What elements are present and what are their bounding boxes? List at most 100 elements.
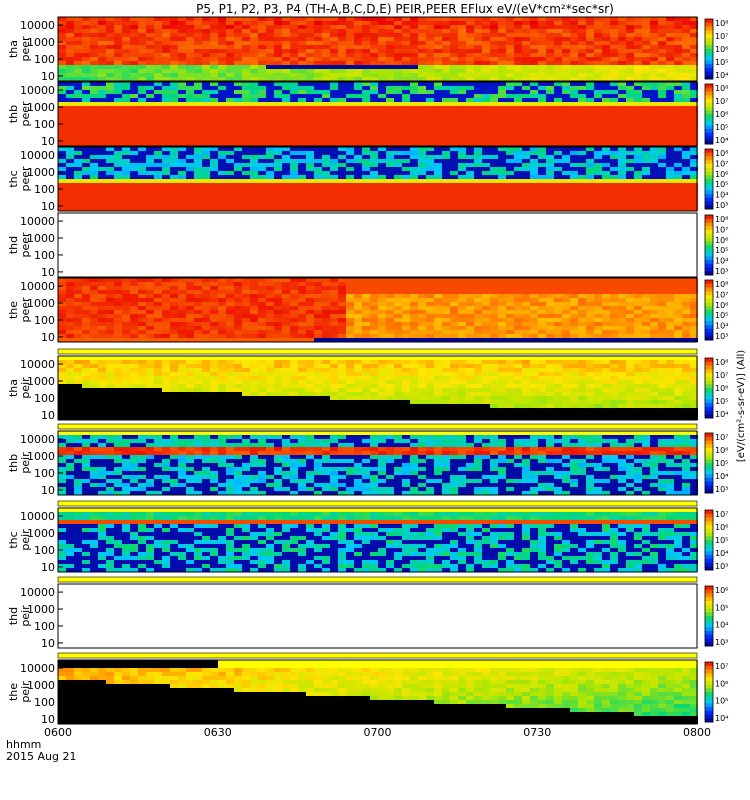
heatmap-cell: [362, 191, 370, 195]
heatmap-cell: [194, 179, 202, 183]
heatmap-cell: [426, 73, 434, 77]
heatmap-cell: [666, 147, 674, 151]
heatmap-cell: [370, 130, 378, 134]
heatmap-cell: [210, 17, 218, 21]
heatmap-cell: [362, 90, 370, 94]
heatmap-cell: [442, 286, 450, 290]
heatmap-cell: [394, 142, 402, 146]
heatmap-cell: [202, 21, 210, 25]
heatmap-cell: [690, 49, 698, 53]
heatmap-cell: [394, 334, 402, 338]
heatmap-cell: [554, 183, 562, 187]
heatmap-cell: [338, 37, 346, 41]
heatmap-cell: [98, 167, 106, 171]
heatmap-cell: [674, 199, 682, 203]
heatmap-cell: [66, 147, 74, 151]
heatmap-cell: [210, 77, 218, 81]
heatmap-cell: [602, 102, 610, 106]
heatmap-cell: [338, 61, 346, 65]
heatmap-cell: [226, 25, 234, 29]
heatmap-cell: [274, 163, 282, 167]
heatmap-cell: [210, 94, 218, 98]
heatmap-cell: [210, 90, 218, 94]
heatmap-cell: [426, 98, 434, 102]
heatmap-cell: [626, 73, 634, 77]
heatmap-cell: [594, 203, 602, 207]
heatmap-cell: [386, 175, 394, 179]
heatmap-cell: [146, 98, 154, 102]
heatmap-cell: [346, 33, 354, 37]
heatmap-cell: [546, 306, 554, 310]
heatmap-cell: [258, 86, 266, 90]
panel-heatmap-cells: [58, 147, 698, 211]
heatmap-cell: [458, 41, 466, 45]
heatmap-cell: [474, 314, 482, 318]
heatmap-cell: [506, 294, 514, 298]
heatmap-cell: [490, 82, 498, 86]
heatmap-cell: [434, 138, 442, 142]
heatmap-cell: [538, 207, 546, 211]
heatmap-cell: [666, 179, 674, 183]
heatmap-cell: [66, 25, 74, 29]
heatmap-cell: [306, 290, 314, 294]
heatmap-cell: [346, 77, 354, 81]
heatmap-cell: [474, 199, 482, 203]
heatmap-cell: [82, 155, 90, 159]
heatmap-cell: [434, 334, 442, 338]
heatmap-cell: [370, 171, 378, 175]
heatmap-cell: [290, 130, 298, 134]
heatmap-cell: [442, 17, 450, 21]
heatmap-cell: [274, 69, 282, 73]
heatmap-cell: [194, 298, 202, 302]
heatmap-cell: [298, 278, 306, 282]
heatmap-cell: [210, 322, 218, 326]
heatmap-cell: [634, 151, 642, 155]
heatmap-cell: [522, 118, 530, 122]
heatmap-cell: [162, 61, 170, 65]
heatmap-cell: [586, 134, 594, 138]
heatmap-cell: [298, 330, 306, 334]
heatmap-cell: [426, 126, 434, 130]
heatmap-cell: [458, 77, 466, 81]
heatmap-cell: [602, 65, 610, 69]
heatmap-cell: [202, 290, 210, 294]
heatmap-cell: [98, 155, 106, 159]
heatmap-cell: [266, 183, 274, 187]
heatmap-cell: [346, 17, 354, 21]
heatmap-cell: [122, 290, 130, 294]
heatmap-cell: [122, 69, 130, 73]
heatmap-cell: [90, 21, 98, 25]
heatmap-cell: [554, 102, 562, 106]
heatmap-cell: [386, 282, 394, 286]
heatmap-cell: [306, 21, 314, 25]
heatmap-cell: [554, 37, 562, 41]
heatmap-cell: [378, 151, 386, 155]
heatmap-cell: [322, 82, 330, 86]
heatmap-cell: [114, 286, 122, 290]
heatmap-cell: [682, 142, 690, 146]
heatmap-cell: [426, 110, 434, 114]
heatmap-cell: [170, 171, 178, 175]
heatmap-cell: [538, 37, 546, 41]
heatmap-cell: [650, 82, 658, 86]
heatmap-cell: [562, 69, 570, 73]
heatmap-cell: [202, 65, 210, 69]
heatmap-cell: [466, 57, 474, 61]
heatmap-cell: [242, 82, 250, 86]
heatmap-cell: [330, 82, 338, 86]
heatmap-cell: [426, 175, 434, 179]
heatmap-cell: [690, 21, 698, 25]
heatmap-cell: [538, 138, 546, 142]
heatmap-cell: [122, 17, 130, 21]
heatmap-cell: [666, 69, 674, 73]
heatmap-cell: [194, 175, 202, 179]
heatmap-cell: [82, 171, 90, 175]
heatmap-cell: [450, 77, 458, 81]
heatmap-cell: [58, 110, 66, 114]
heatmap-cell: [426, 294, 434, 298]
heatmap-cell: [306, 29, 314, 33]
heatmap-cell: [450, 98, 458, 102]
heatmap-cell: [274, 159, 282, 163]
heatmap-cell: [682, 195, 690, 199]
